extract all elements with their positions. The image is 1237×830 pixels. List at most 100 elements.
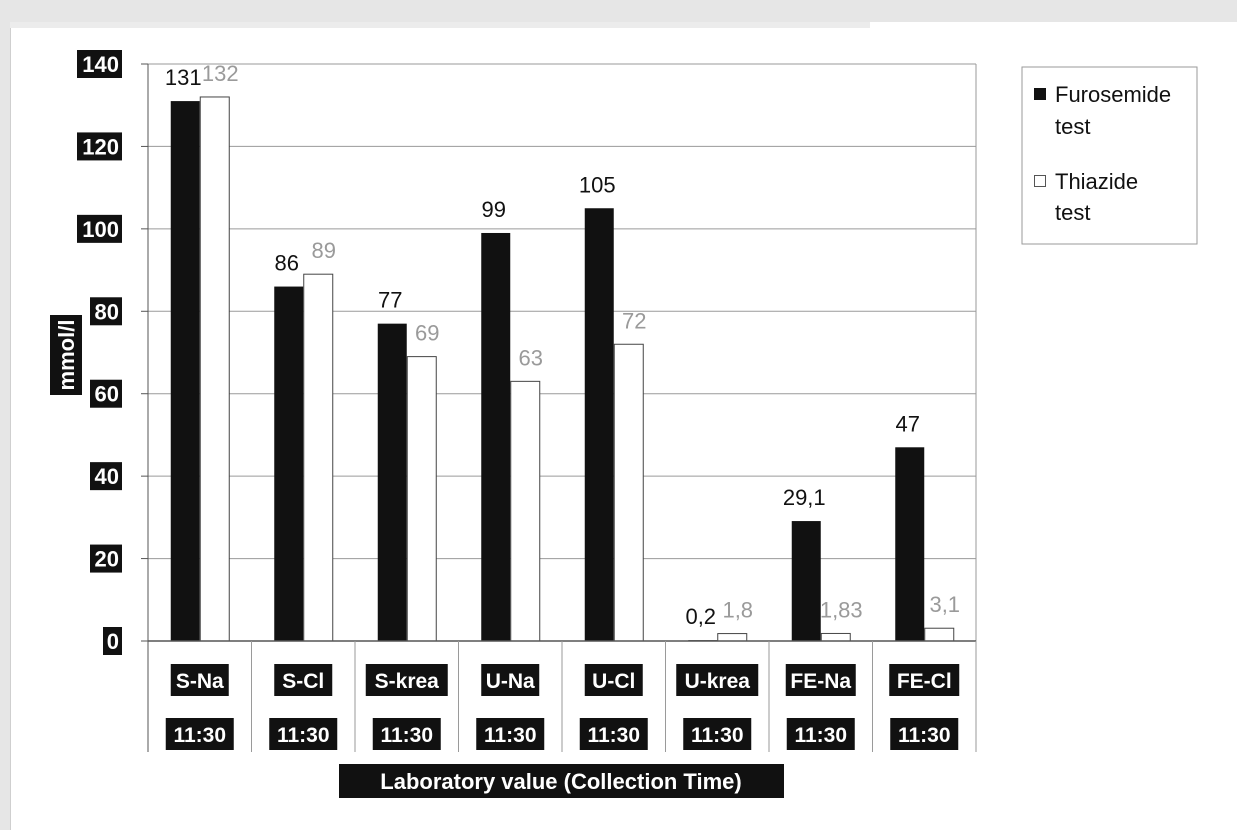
bar-thiazide [406, 356, 437, 642]
time-label: 11:30 [587, 724, 640, 747]
y-tick-label-bg [77, 50, 122, 78]
category-label: U-Cl [592, 670, 635, 693]
x-axis-label-bg [339, 764, 784, 798]
bar-thiazide [820, 632, 851, 642]
y-tick-label: 140 [82, 52, 119, 77]
bar-thiazide [717, 633, 748, 642]
data-label-furosemide: 29,1 [783, 485, 826, 510]
data-label-thiazide: 63 [519, 345, 543, 370]
category-label-bg [481, 664, 540, 696]
data-label-thiazide: 72 [622, 308, 646, 333]
category-label: U-Na [486, 670, 535, 693]
y-tick-label-bg [90, 544, 122, 573]
bar-furosemide [895, 447, 925, 641]
legend-box [1021, 66, 1198, 245]
time-label-bg [579, 718, 648, 750]
time-label: 11:30 [691, 724, 744, 747]
category-label: S-Na [176, 670, 224, 693]
category-label: FE-Cl [897, 670, 952, 693]
bar-furosemide [481, 232, 511, 641]
gridlines [148, 63, 976, 560]
time-label-bg [165, 718, 234, 750]
bar-thiazide [924, 627, 955, 642]
data-label-furosemide: 86 [275, 251, 299, 276]
x-axis-label: Laboratory value (Collection Time) [339, 764, 784, 798]
bar-thiazide [510, 380, 541, 642]
y-tick-label-bg [103, 627, 122, 655]
category-label-bg [785, 664, 856, 696]
bar-furosemide [274, 286, 304, 641]
legend-label-furosemide-2: test [1055, 114, 1090, 139]
data-label-thiazide: 3,1 [929, 592, 960, 617]
legend-label-thiazide-2: test [1055, 200, 1090, 225]
category-label-bg [584, 664, 643, 696]
category-label: S-krea [375, 670, 440, 693]
category-label: S-Cl [282, 670, 324, 693]
data-label-thiazide: 89 [312, 238, 336, 263]
time-label-bg [890, 718, 959, 750]
data-labels: 131 132 86 89 77 69 99 63 105 72 0,2 1,8 29,1 1,83 47 3… [165, 61, 960, 629]
data-label-furosemide: 105 [579, 172, 616, 197]
y-tick-label: 80 [95, 299, 119, 324]
y-tick-label: 60 [95, 382, 119, 407]
legend-swatch-thiazide [1034, 175, 1046, 187]
top-strip [10, 22, 870, 28]
category-label-bg [274, 664, 333, 696]
y-tick-label: 0 [107, 629, 119, 654]
category-label: U-krea [685, 670, 751, 693]
y-tick-label: 40 [95, 464, 119, 489]
category-labels: S-Na 11:30 S-Cl 11:30 S-krea 11:30 U-Na 11:30 U-… [165, 664, 960, 750]
legend-label-furosemide-1: Furosemide [1055, 82, 1171, 107]
category-label-bg [365, 664, 448, 696]
time-label-bg [786, 718, 855, 750]
bars [170, 96, 955, 642]
y-tick-label-bg [77, 132, 122, 161]
y-tick-label: 100 [82, 217, 119, 242]
time-label: 11:30 [277, 724, 330, 747]
y-axis-label: mmol/l [50, 315, 82, 395]
category-label-bg [889, 664, 960, 696]
data-label-furosemide: 131 [165, 65, 202, 90]
category-label: FE-Na [790, 670, 851, 693]
y-axis-label-bg [50, 315, 82, 395]
y-tick-label-bg [90, 462, 122, 491]
y-axis-title: mmol/l [54, 320, 79, 391]
bar-thiazide [199, 96, 230, 642]
category-label-bg [170, 664, 229, 696]
x-axis-title: Laboratory value (Collection Time) [380, 769, 741, 794]
data-label-thiazide: 69 [415, 321, 439, 346]
y-tick-label-bg [90, 379, 122, 408]
time-label: 11:30 [898, 724, 951, 747]
bar-furosemide [377, 323, 407, 641]
data-label-furosemide: 0,2 [685, 604, 716, 629]
category-label-bg [676, 664, 759, 696]
data-label-thiazide: 132 [202, 61, 239, 86]
data-label-furosemide: 99 [482, 197, 506, 222]
data-label-furosemide: 77 [378, 288, 402, 313]
time-label-bg [683, 718, 752, 750]
time-label: 11:30 [484, 724, 537, 747]
data-label-thiazide: 1,83 [820, 597, 863, 622]
data-label-furosemide: 47 [896, 411, 920, 436]
axes [141, 63, 977, 752]
legend-swatch-furosemide [1034, 88, 1046, 100]
bar-furosemide [170, 101, 200, 642]
time-label-bg [269, 718, 338, 750]
bar-furosemide [791, 521, 821, 641]
bar-furosemide [584, 208, 614, 641]
bar-thiazide [613, 343, 644, 642]
time-label-bg [476, 718, 545, 750]
legend-label-thiazide-1: Thiazide [1055, 169, 1138, 194]
time-label-bg [372, 718, 441, 750]
legend: Furosemide test Thiazide test [1021, 66, 1198, 245]
data-label-thiazide: 1,8 [722, 598, 753, 623]
time-label: 11:30 [380, 724, 433, 747]
y-tick-label: 20 [95, 547, 119, 572]
y-tick-label-bg [90, 297, 122, 326]
y-tick-labels: 0 20 40 60 80 100 120 140 [77, 50, 122, 655]
y-tick-label-bg [77, 214, 122, 243]
time-label: 11:30 [173, 724, 226, 747]
y-tick-label: 120 [82, 134, 119, 159]
time-label: 11:30 [794, 724, 847, 747]
